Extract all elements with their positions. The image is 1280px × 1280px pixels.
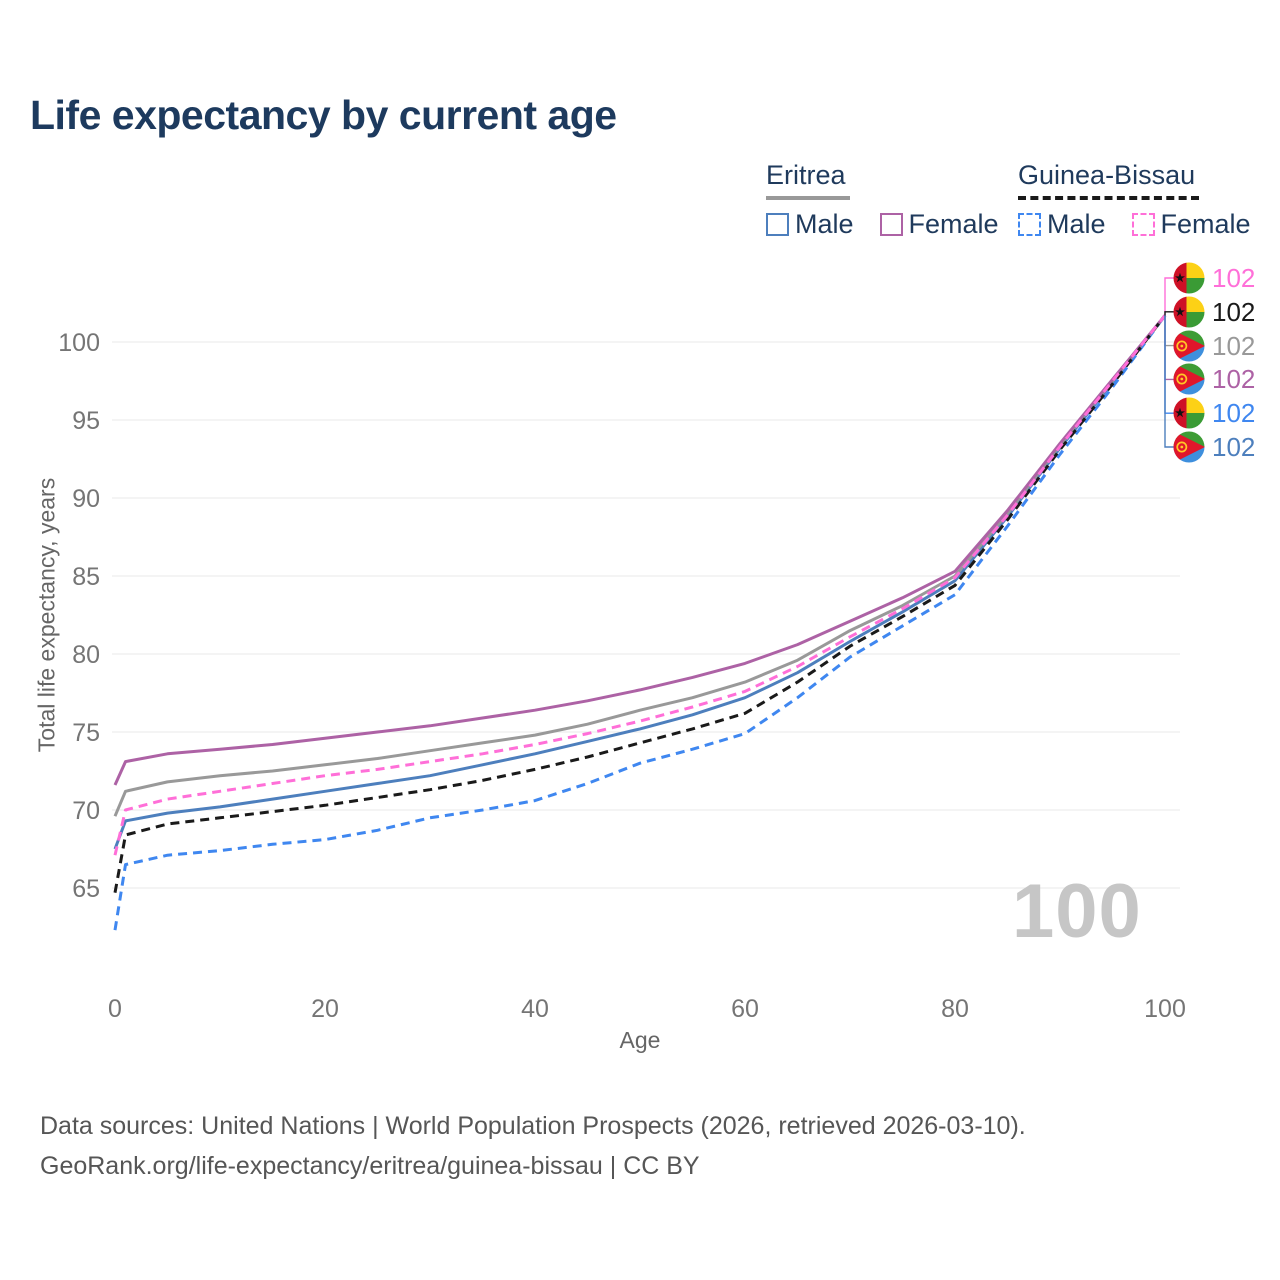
footer: Data sources: United Nations | World Pop… xyxy=(40,1106,1026,1186)
legend-item-label: Male xyxy=(1047,209,1106,239)
svg-text:40: 40 xyxy=(521,995,549,1023)
svg-text:80: 80 xyxy=(72,641,100,669)
svg-text:95: 95 xyxy=(72,407,100,435)
legend-item-label: Female xyxy=(908,209,999,239)
guinea-bissau-flag-icon xyxy=(1173,262,1205,294)
endpoint-row-eritrea-female: 102 xyxy=(1173,363,1255,395)
legend-country-eritrea[interactable]: Eritrea xyxy=(766,160,850,200)
legend-item-label: Male xyxy=(795,209,854,239)
endpoint-value: 102 xyxy=(1212,330,1256,361)
endpoint-row-guinea-bissau-female: 102 xyxy=(1173,262,1255,294)
legend-item-label: Female xyxy=(1160,209,1251,239)
svg-text:0: 0 xyxy=(108,995,122,1023)
endpoint-value: 102 xyxy=(1212,364,1256,395)
footer-attribution[interactable]: GeoRank.org/life-expectancy/eritrea/guin… xyxy=(40,1152,700,1180)
legend-item-eritrea-male[interactable]: Male xyxy=(766,209,854,240)
guinea-bissau-flag-icon xyxy=(1173,397,1205,429)
eritrea-flag-icon xyxy=(1173,363,1205,395)
page-title: Life expectancy by current age xyxy=(30,92,617,138)
x-axis-title: Age xyxy=(619,1027,661,1053)
svg-text:75: 75 xyxy=(72,719,100,747)
svg-text:70: 70 xyxy=(72,797,100,825)
legend-country-guinea-bissau[interactable]: Guinea-Bissau xyxy=(1018,160,1200,200)
eritrea-flag-icon xyxy=(1173,431,1205,463)
svg-text:85: 85 xyxy=(72,563,100,591)
guinea-bissau-flag-icon xyxy=(1173,296,1205,328)
svg-text:90: 90 xyxy=(72,485,100,513)
endpoint-row-eritrea-male: 102 xyxy=(1173,431,1255,463)
legend-group-guinea-bissau: Guinea-Bissau Male Female xyxy=(1018,160,1251,240)
age-watermark: 100 xyxy=(1012,869,1142,954)
guinea-bissau-male-swatch-icon xyxy=(1018,213,1041,236)
svg-text:80: 80 xyxy=(941,995,969,1023)
legend-item-guinea-bissau-male[interactable]: Male xyxy=(1018,209,1106,240)
footer-data-sources: Data sources: United Nations | World Pop… xyxy=(40,1112,1026,1140)
legend-item-guinea-bissau-female[interactable]: Female xyxy=(1131,209,1251,240)
svg-text:60: 60 xyxy=(731,995,759,1023)
eritrea-female-swatch-icon xyxy=(879,213,903,236)
endpoint-value: 102 xyxy=(1212,263,1256,293)
guinea-bissau-female-swatch-icon xyxy=(1131,213,1155,236)
svg-text:20: 20 xyxy=(311,995,339,1023)
endpoint-row-eritrea-total: 102 xyxy=(1173,330,1255,362)
eritrea-flag-icon xyxy=(1173,330,1205,362)
eritrea-male-swatch-icon xyxy=(766,213,789,236)
svg-text:100: 100 xyxy=(1144,995,1186,1023)
svg-text:65: 65 xyxy=(72,875,100,903)
svg-text:100: 100 xyxy=(58,329,100,357)
y-axis-title: Total life expectancy, years xyxy=(33,477,60,753)
endpoint-row-guinea-bissau-male: 102 xyxy=(1173,397,1255,429)
legend-group-eritrea: Eritrea Male Female xyxy=(766,160,999,240)
endpoint-value: 102 xyxy=(1212,398,1256,429)
legend-item-eritrea-female[interactable]: Female xyxy=(879,209,999,240)
endpoint-row-guinea-bissau-total: 102 xyxy=(1173,296,1255,328)
endpoint-value: 102 xyxy=(1212,432,1256,462)
endpoint-value: 102 xyxy=(1212,296,1256,327)
